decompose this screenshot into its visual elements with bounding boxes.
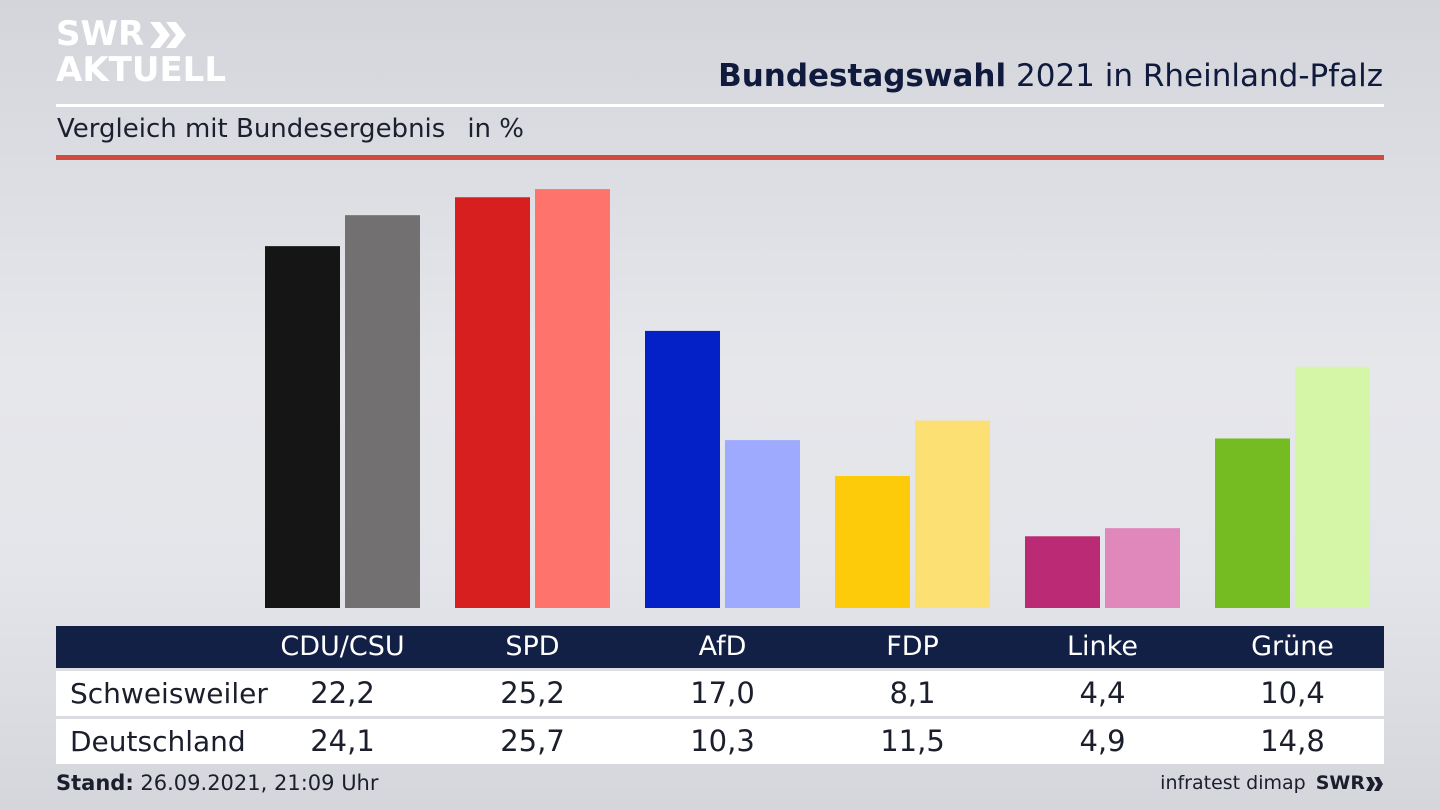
bar-spd-schweisweiler	[455, 197, 530, 609]
value-label-spd-schweisweiler: 25,2	[500, 676, 565, 710]
bar-afd-schweisweiler	[645, 330, 720, 608]
timestamp: Stand: 26.09.2021, 21:09 Uhr	[56, 771, 379, 795]
value-label-gr-ne-schweisweiler: 10,4	[1260, 676, 1325, 710]
value-label-spd-deutschland: 25,7	[500, 724, 565, 758]
swr-aktuell-logo: SWR AKTUELL	[56, 16, 226, 88]
value-label-afd-deutschland: 10,3	[690, 724, 755, 758]
bar-afd-deutschland	[725, 440, 800, 608]
title-rest: 2021 in Rheinland-Pfalz	[1016, 58, 1383, 94]
bar-fdp-deutschland	[915, 420, 990, 608]
row-label-deutschland: Deutschland	[70, 725, 246, 758]
tick-label-afd: AfD	[698, 631, 747, 662]
subtitle-text: Vergleich mit Bundesergebnis	[57, 114, 446, 144]
value-label-linke-deutschland: 4,9	[1079, 724, 1126, 758]
value-label-linke-schweisweiler: 4,4	[1079, 676, 1126, 710]
value-label-cdu-csu-deutschland: 24,1	[310, 724, 375, 758]
footer-swr-logo: SWR	[1315, 772, 1365, 794]
table-header-row: CDU/CSU SPD AfD FDP Linke Grüne	[56, 626, 1384, 668]
bar-fdp-schweisweiler	[835, 475, 910, 608]
accent-divider	[56, 155, 1384, 160]
bar-gr-ne-deutschland	[1295, 366, 1370, 608]
value-label-fdp-schweisweiler: 8,1	[889, 676, 936, 710]
table-row-schweisweiler: Schweisweiler 22,2 25,2 17,0 8,1 4,4 10,4	[56, 671, 1384, 716]
tick-label-fdp: FDP	[886, 631, 939, 662]
stand-label: Stand:	[56, 771, 134, 795]
bar-spd-deutschland	[535, 189, 610, 608]
bar-cdu-csu-schweisweiler	[265, 246, 340, 608]
source-credit: infratest dimap SWR	[1160, 772, 1384, 794]
table-row-deutschland: Deutschland 24,1 25,7 10,3 11,5 4,9 14,8	[56, 719, 1384, 764]
value-label-gr-ne-deutschland: 14,8	[1260, 724, 1325, 758]
row-label-schweisweiler: Schweisweiler	[70, 677, 268, 710]
chart-subtitle: Vergleich mit Bundesergebnis in %	[57, 114, 524, 144]
value-label-cdu-csu-schweisweiler: 22,2	[310, 676, 375, 710]
unit-label: in %	[467, 114, 524, 144]
source-text: infratest dimap	[1160, 772, 1306, 794]
header-divider	[56, 104, 1384, 107]
tick-label-spd: SPD	[505, 631, 560, 662]
bar-cdu-csu-deutschland	[345, 215, 420, 609]
tick-label-gr-ne: Grüne	[1251, 631, 1334, 662]
title-bold: Bundestagswahl	[718, 58, 1007, 94]
tick-label-cdu-csu: CDU/CSU	[280, 631, 405, 662]
value-label-fdp-deutschland: 11,5	[880, 724, 945, 758]
logo-chevrons-icon	[150, 22, 187, 48]
bar-gr-ne-schweisweiler	[1215, 438, 1290, 608]
stand-value: 26.09.2021, 21:09 Uhr	[140, 771, 379, 795]
logo-aktuell-text: AKTUELL	[56, 50, 227, 90]
logo-swr-text: SWR	[56, 14, 145, 54]
results-table: CDU/CSU SPD AfD FDP Linke Grüne Schweisweiler…	[56, 626, 1384, 764]
footer-chevrons-icon	[1366, 777, 1383, 791]
page-title: Bundestagswahl 2021 in Rheinland-Pfalz	[718, 58, 1383, 94]
value-label-afd-schweisweiler: 17,0	[690, 676, 755, 710]
bar-linke-deutschland	[1105, 528, 1180, 608]
bar-linke-schweisweiler	[1025, 536, 1100, 608]
tick-label-linke: Linke	[1067, 631, 1138, 662]
